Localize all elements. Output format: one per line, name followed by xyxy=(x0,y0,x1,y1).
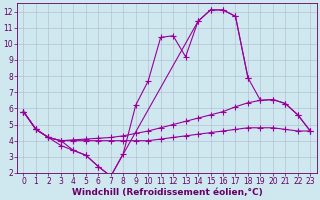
X-axis label: Windchill (Refroidissement éolien,°C): Windchill (Refroidissement éolien,°C) xyxy=(72,188,262,197)
